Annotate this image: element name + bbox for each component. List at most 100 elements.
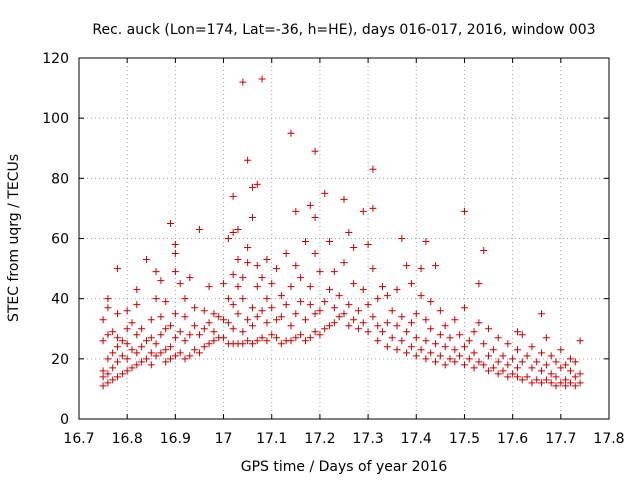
- data-point-marker: [147, 334, 155, 342]
- y-tick-label: 120: [42, 51, 69, 67]
- data-point-marker: [422, 238, 430, 246]
- data-point-marker: [239, 78, 247, 86]
- data-point-marker: [268, 304, 276, 312]
- data-point-marker: [253, 283, 261, 291]
- data-point-marker: [200, 325, 208, 333]
- data-point-marker: [398, 313, 406, 321]
- data-point-marker: [403, 262, 411, 270]
- data-point-marker: [176, 280, 184, 288]
- data-point-marker: [441, 361, 449, 369]
- data-point-marker: [128, 346, 136, 354]
- data-point-marker: [229, 301, 237, 309]
- data-point-marker: [388, 307, 396, 315]
- data-point-marker: [186, 331, 194, 339]
- data-point-marker: [277, 340, 285, 348]
- data-point-marker: [412, 310, 420, 318]
- data-point-marker: [114, 310, 122, 318]
- x-tick-label: 16.8: [112, 431, 143, 447]
- data-point-marker: [571, 373, 579, 381]
- data-point-marker: [475, 280, 483, 288]
- plot-frame: [78, 57, 610, 420]
- data-point-marker: [475, 358, 483, 366]
- data-point-marker: [571, 382, 579, 390]
- data-point-marker: [205, 319, 213, 327]
- data-point-marker: [253, 262, 261, 270]
- data-point-marker: [99, 382, 107, 390]
- data-point-marker: [359, 286, 367, 294]
- data-point-marker: [494, 358, 502, 366]
- data-point-marker: [229, 271, 237, 279]
- data-point-marker: [369, 204, 377, 212]
- data-point-marker: [538, 379, 546, 387]
- x-tick-label: 17.8: [593, 431, 624, 447]
- data-point-marker: [369, 165, 377, 173]
- data-point-marker: [186, 274, 194, 282]
- data-point-marker: [248, 213, 256, 221]
- data-point-marker: [374, 295, 382, 303]
- data-point-marker: [456, 352, 464, 360]
- data-point-marker: [234, 310, 242, 318]
- data-point-marker: [210, 328, 218, 336]
- data-point-marker: [229, 192, 237, 200]
- data-point-marker: [538, 310, 546, 318]
- data-point-marker: [114, 343, 122, 351]
- data-point-marker: [494, 334, 502, 342]
- data-point-marker: [379, 283, 387, 291]
- data-point-marker: [407, 343, 415, 351]
- data-point-marker: [422, 337, 430, 345]
- data-point-marker: [398, 337, 406, 345]
- data-point-marker: [229, 325, 237, 333]
- data-point-marker: [123, 355, 131, 363]
- data-point-marker: [104, 331, 112, 339]
- data-point-marker: [518, 376, 526, 384]
- data-point-marker: [441, 343, 449, 351]
- data-point-marker: [330, 319, 338, 327]
- data-point-marker: [451, 346, 459, 354]
- data-point-marker: [446, 355, 454, 363]
- data-point-marker: [465, 337, 473, 345]
- data-point-marker: [138, 343, 146, 351]
- data-point-marker: [282, 301, 290, 309]
- data-point-marker: [292, 262, 300, 270]
- data-point-marker: [239, 295, 247, 303]
- data-point-marker: [147, 361, 155, 369]
- data-point-marker: [123, 340, 131, 348]
- data-point-marker: [374, 337, 382, 345]
- x-tick-label: 16.9: [160, 431, 191, 447]
- data-point-marker: [485, 325, 493, 333]
- data-point-marker: [273, 265, 281, 273]
- data-point-marker: [162, 298, 170, 306]
- data-point-marker: [412, 334, 420, 342]
- data-point-marker: [248, 340, 256, 348]
- data-point-marker: [403, 328, 411, 336]
- data-point-marker: [186, 352, 194, 360]
- data-point-marker: [489, 364, 497, 372]
- x-tick-label: 17.1: [256, 431, 287, 447]
- data-point-marker: [167, 219, 175, 227]
- data-point-marker: [513, 373, 521, 381]
- data-point-marker: [523, 373, 531, 381]
- data-point-marker: [167, 322, 175, 330]
- data-point-marker: [287, 337, 295, 345]
- data-point-marker: [393, 322, 401, 330]
- data-point-marker: [359, 207, 367, 215]
- data-point-marker: [330, 304, 338, 312]
- data-point-marker: [171, 241, 179, 249]
- data-point-marker: [489, 346, 497, 354]
- data-point-marker: [171, 250, 179, 258]
- data-point-marker: [513, 364, 521, 372]
- data-point-marker: [475, 319, 483, 327]
- data-point-marker: [167, 343, 175, 351]
- data-point-marker: [465, 355, 473, 363]
- data-point-marker: [547, 379, 555, 387]
- data-point-marker: [253, 313, 261, 321]
- data-point-marker: [171, 352, 179, 360]
- data-point-marker: [258, 334, 266, 342]
- data-point-marker: [460, 207, 468, 215]
- data-point-marker: [417, 265, 425, 273]
- data-point-marker: [297, 298, 305, 306]
- x-tick-label: 17.4: [401, 431, 432, 447]
- data-point-marker: [118, 352, 126, 360]
- data-point-marker: [287, 322, 295, 330]
- data-point-marker: [195, 349, 203, 357]
